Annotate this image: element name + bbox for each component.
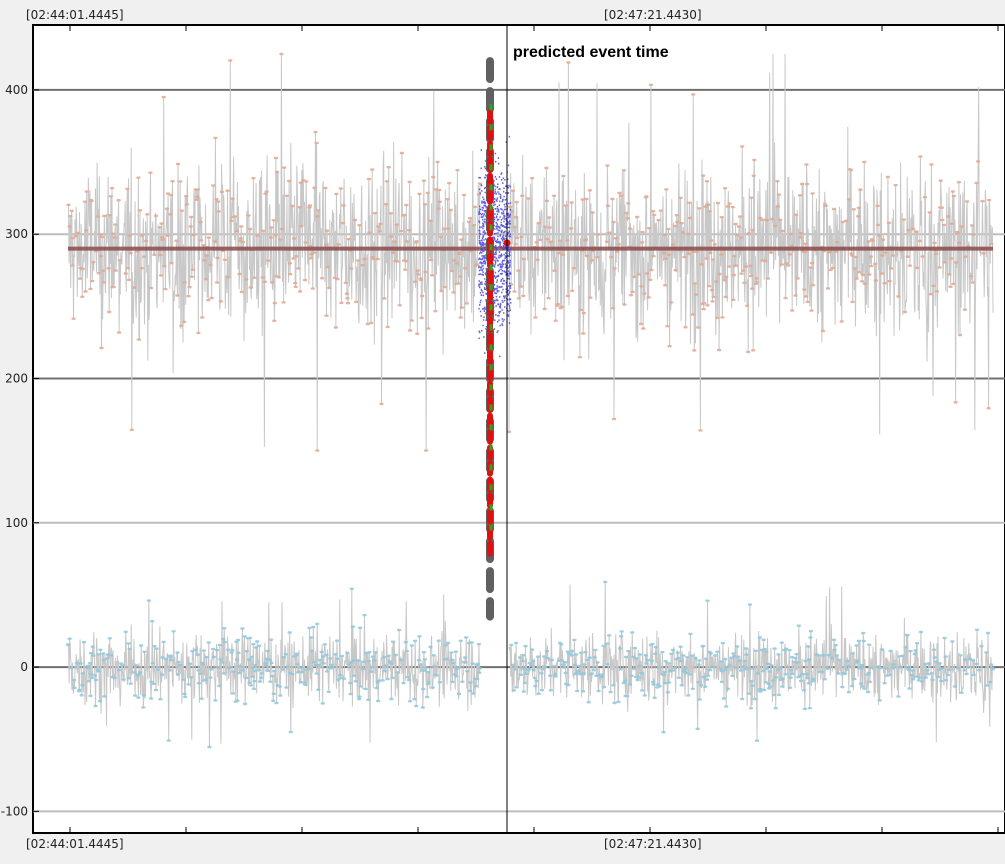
y-tick-label: 200: [5, 372, 28, 386]
y-tick-label: 0: [20, 660, 28, 674]
axes: -100 0 100 200 300 400: [1, 25, 999, 833]
event-annotation: predicted event time: [513, 44, 669, 61]
series-layer: [65, 52, 996, 749]
top-tick-label-start: [02:44:01.4445]: [26, 8, 124, 22]
y-tick-label: 300: [5, 227, 28, 241]
plot-area: [32, 24, 1005, 834]
y-tick-label: 100: [5, 516, 28, 530]
y-tick-label: -100: [1, 804, 28, 818]
lower-series-markers: [65, 580, 996, 749]
upper-series-markers: [66, 52, 994, 452]
bottom-tick-label-start: [02:44:01.4445]: [26, 837, 124, 851]
bottom-tick-label-end: [02:47:21.4430]: [604, 837, 702, 851]
top-tick-label-end: [02:47:21.4430]: [604, 8, 702, 22]
y-tick-label: 400: [5, 83, 28, 97]
event-layer: [478, 57, 512, 621]
